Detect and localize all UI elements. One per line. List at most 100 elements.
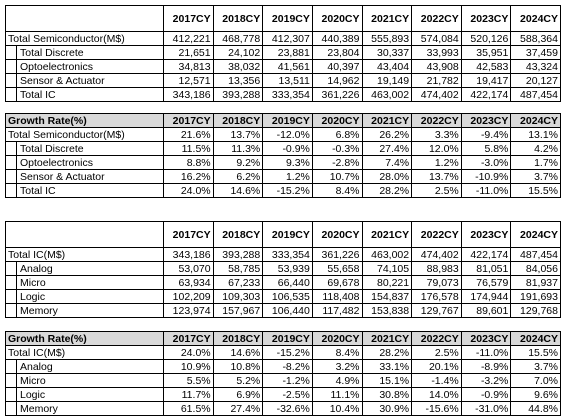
data-row: Analog 53,070 58,785 53,939 55,658 74,105 88,9… (5, 261, 561, 276)
cell-value: 6.8% (311, 127, 363, 142)
cell-value: 84,056 (510, 261, 561, 276)
row-label: Analog (5, 261, 164, 276)
cell-value: 41,561 (262, 59, 313, 74)
row-label: Analog (5, 359, 164, 374)
cell-value: -3.2% (460, 373, 512, 388)
cell-value: 20.1% (411, 359, 462, 374)
row-label: Micro (5, 275, 164, 290)
cell-value: 102,209 (163, 289, 214, 304)
header-cell (5, 221, 164, 248)
cell-value: 28.0% (361, 169, 413, 184)
cell-value: 14,962 (311, 73, 363, 88)
cell-value: 11.1% (311, 387, 363, 402)
cell-value: 1.2% (262, 169, 313, 184)
cell-value: 20,127 (510, 73, 561, 88)
cell-value: 14.6% (212, 183, 264, 198)
cell-value: 117,482 (311, 303, 363, 318)
cell-value: -0.9% (460, 387, 512, 402)
header-row: Growth Rate(%) 2017CY 2018CY 2019CY 2020CY 20… (5, 113, 561, 128)
cell-value: 9.3% (262, 155, 313, 170)
cell-value: 79,073 (411, 275, 462, 290)
cell-value: 43,908 (411, 59, 462, 74)
cell-value: 1.2% (411, 155, 462, 170)
column-header: 2022CY (411, 5, 462, 32)
row-label: Total Discrete (5, 141, 164, 156)
data-row: Sensor & Actuator 16.2% 6.2% 1.2% 10.7% 28.0%… (5, 169, 561, 184)
column-header: 2017CY (163, 5, 214, 32)
data-row: Total Semiconductor(M$) 21.6% 13.7% -12.0% 6… (5, 127, 561, 142)
column-header: 2024CY (510, 113, 561, 128)
cell-value: -31.0% (460, 401, 512, 416)
column-header: 2020CY (311, 5, 363, 32)
cell-value: 21,782 (411, 73, 462, 88)
cell-value: 412,221 (163, 31, 214, 46)
data-row: Total IC(M$) 24.0% 14.6% -15.2% 8.4% 28.2% 2.5… (5, 345, 561, 360)
cell-value: 10.9% (163, 359, 214, 374)
row-label: Optoelectronics (5, 155, 164, 170)
column-header: 2019CY (262, 221, 313, 248)
cell-value: 11.3% (212, 141, 264, 156)
cell-value: -12.0% (262, 127, 313, 142)
cell-value: 15.5% (510, 345, 561, 360)
cell-value: 106,440 (262, 303, 313, 318)
column-header: 2021CY (361, 5, 413, 32)
cell-value: 24,102 (212, 45, 264, 60)
cell-value: 26.2% (361, 127, 413, 142)
cell-value: 13.7% (411, 169, 462, 184)
cell-value: 28.2% (361, 183, 413, 198)
cell-value: 30.9% (361, 401, 413, 416)
data-row: Analog 10.9% 10.8% -8.2% 3.2% 33.1% 20.1% -8.9%… (5, 359, 561, 374)
cell-value: 3.7% (510, 359, 561, 374)
cell-value: 89,601 (460, 303, 512, 318)
data-row: Total IC(M$) 343,186 393,288 333,354 361,226… (5, 247, 561, 262)
cell-value: 463,002 (361, 87, 413, 102)
column-header: 2022CY (411, 221, 462, 248)
column-header: 2023CY (460, 113, 512, 128)
cell-value: 440,389 (311, 31, 363, 46)
table-title: Growth Rate(%) (5, 113, 164, 128)
cell-value: 28.2% (361, 345, 413, 360)
cell-value: 361,226 (311, 87, 363, 102)
cell-value: 43,404 (361, 59, 413, 74)
cell-value: 8.8% (163, 155, 214, 170)
cell-value: -9.4% (460, 127, 512, 142)
data-row: Total Discrete 21,651 24,102 23,881 23,804 30… (5, 45, 561, 60)
cell-value: 69,678 (311, 275, 363, 290)
header-row: 2017CY 2018CY 2019CY 2020CY 2021CY 2022CY 2023… (5, 5, 561, 32)
cell-value: 393,288 (212, 87, 264, 102)
cell-value: 9.6% (510, 387, 561, 402)
column-header: 2022CY (411, 113, 462, 128)
column-header: 2020CY (311, 113, 363, 128)
cell-value: 80,221 (361, 275, 413, 290)
column-header: 2024CY (510, 5, 561, 32)
cell-value: 468,778 (212, 31, 264, 46)
data-row: Micro 63,934 67,233 66,440 69,678 80,221 79,07… (5, 275, 561, 290)
cell-value: 4.9% (311, 373, 363, 388)
cell-value: 44.8% (510, 401, 561, 416)
table-body: 2017CY 2018CY 2019CY 2020CY 2021CY 2022CY 2023… (5, 5, 561, 102)
column-header: 2018CY (212, 5, 264, 32)
column-header: 2018CY (212, 113, 264, 128)
cell-value: 2.5% (411, 345, 462, 360)
column-header: 2021CY (361, 113, 413, 128)
cell-value: -8.2% (262, 359, 313, 374)
column-header: 2019CY (262, 5, 313, 32)
cell-value: 3.2% (311, 359, 363, 374)
cell-value: 154,837 (361, 289, 413, 304)
data-table: 2017CY 2018CY 2019CY 2020CY 2021CY 2022CY 2023… (5, 221, 561, 318)
data-row: Logic 11.7% 6.9% -2.5% 11.1% 30.8% 14.0% -0.9% 9… (5, 387, 561, 402)
data-table: Growth Rate(%) 2017CY 2018CY 2019CY 2020CY 20… (5, 331, 561, 416)
cell-value: -1.2% (262, 373, 313, 388)
cell-value: 157,967 (212, 303, 264, 318)
cell-value: 19,149 (361, 73, 413, 88)
cell-value: 574,084 (411, 31, 462, 46)
column-header: 2017CY (163, 331, 214, 346)
cell-value: 422,174 (460, 87, 512, 102)
cell-value: 3.3% (411, 127, 462, 142)
row-label: Total IC (5, 183, 164, 198)
cell-value: 109,303 (212, 289, 264, 304)
cell-value: 5.2% (212, 373, 264, 388)
row-label: Sensor & Actuator (5, 169, 164, 184)
data-row: Memory 61.5% 27.4% -32.6% 10.4% 30.9% -15.6% -3… (5, 401, 561, 416)
cell-value: 123,974 (163, 303, 214, 318)
